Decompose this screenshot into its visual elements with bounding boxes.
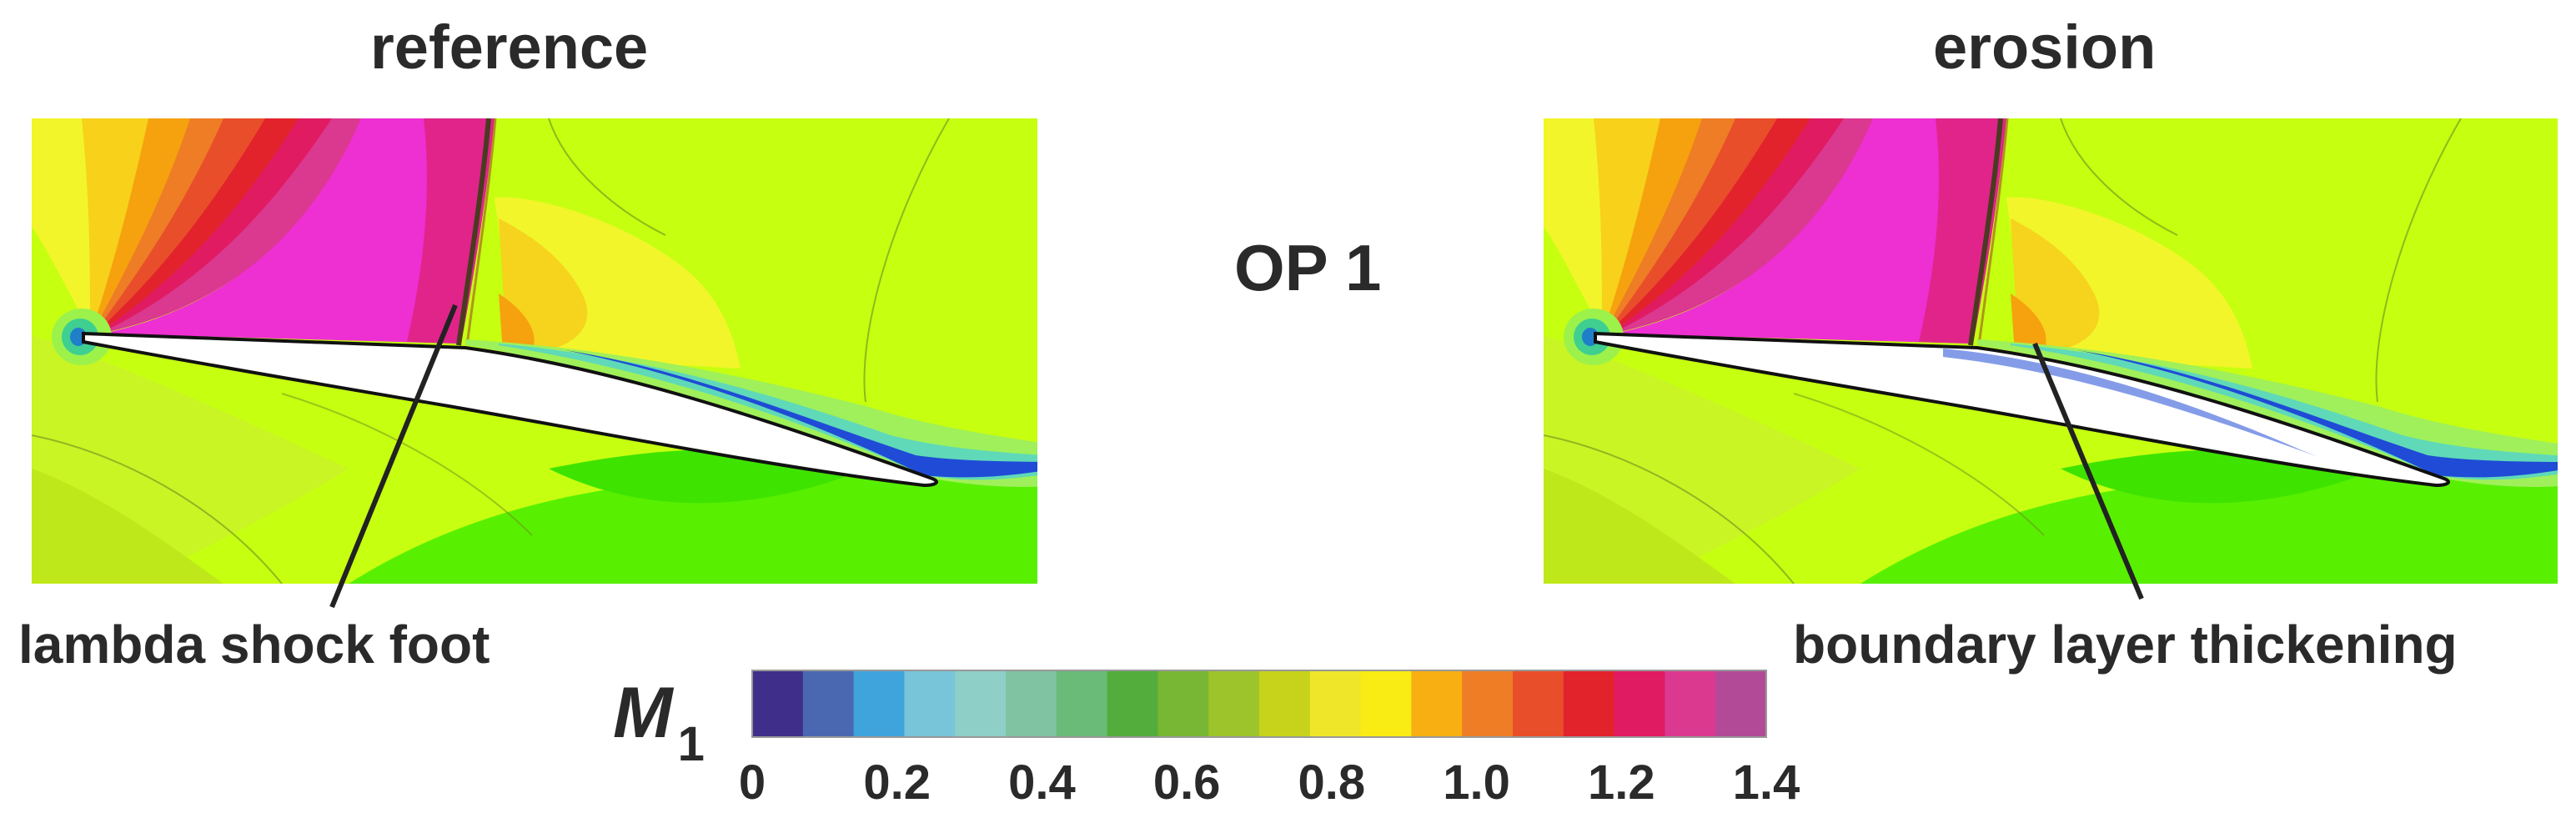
annotation-lambda-shock-foot: lambda shock foot bbox=[18, 615, 490, 675]
colorbar-swatch bbox=[1462, 670, 1514, 737]
colorbar-swatch bbox=[1715, 670, 1767, 737]
colorbar-swatch bbox=[1665, 670, 1716, 737]
colorbar-swatch bbox=[802, 670, 855, 737]
colorbar-swatch bbox=[853, 670, 905, 737]
colorbar-tick-label: 0 bbox=[739, 755, 766, 810]
colorbar-variable-subscript: 1 bbox=[677, 717, 705, 772]
colorbar-swatch bbox=[1614, 670, 1665, 737]
colorbar-swatch bbox=[1006, 670, 1057, 737]
colorbar-swatch bbox=[1157, 670, 1209, 737]
colorbar-tick-label: 1.0 bbox=[1443, 755, 1510, 810]
operating-point-label: OP 1 bbox=[1234, 231, 1382, 304]
colorbar-tick-label: 0.6 bbox=[1153, 755, 1221, 810]
colorbar-tick-label: 0.2 bbox=[863, 755, 931, 810]
colorbar-swatch bbox=[1208, 670, 1260, 737]
colorbar: 0 0.2 0.4 0.6 0.8 1.0 1.2 1.4 bbox=[739, 670, 1800, 810]
right-panel-title: erosion bbox=[1933, 13, 2157, 82]
colorbar-tick-label: 0.8 bbox=[1298, 755, 1366, 810]
colorbar-tick-label: 0.4 bbox=[1008, 755, 1076, 810]
colorbar-swatch bbox=[1513, 670, 1564, 737]
colorbar-swatch bbox=[1411, 670, 1463, 737]
colorbar-swatch bbox=[1309, 670, 1362, 737]
colorbar-swatch bbox=[1360, 670, 1412, 737]
colorbar-swatch bbox=[1563, 670, 1615, 737]
colorbar-swatch bbox=[1056, 670, 1108, 737]
colorbar-border bbox=[751, 670, 1767, 738]
colorbar-swatch bbox=[1259, 670, 1311, 737]
colorbar-swatches bbox=[752, 670, 1767, 737]
lambda-shock-leader-line bbox=[329, 304, 458, 609]
colorbar-ticks: 0 0.2 0.4 0.6 0.8 1.0 1.2 1.4 bbox=[739, 755, 1800, 810]
annotation-boundary-layer: boundary layer thickening bbox=[1793, 615, 2458, 675]
colorbar-swatch bbox=[955, 670, 1007, 737]
reference-flow-field bbox=[32, 118, 1057, 584]
left-panel-title: reference bbox=[370, 13, 649, 82]
erosion-flow-field bbox=[1544, 118, 2569, 584]
boundary-layer-leader-line bbox=[2032, 342, 2144, 600]
colorbar-tick-label: 1.2 bbox=[1588, 755, 1655, 810]
colorbar-swatch bbox=[904, 670, 956, 737]
colorbar-swatch bbox=[752, 670, 804, 737]
colorbar-swatch bbox=[1107, 670, 1158, 737]
colorbar-tick-label: 1.4 bbox=[1733, 755, 1800, 810]
